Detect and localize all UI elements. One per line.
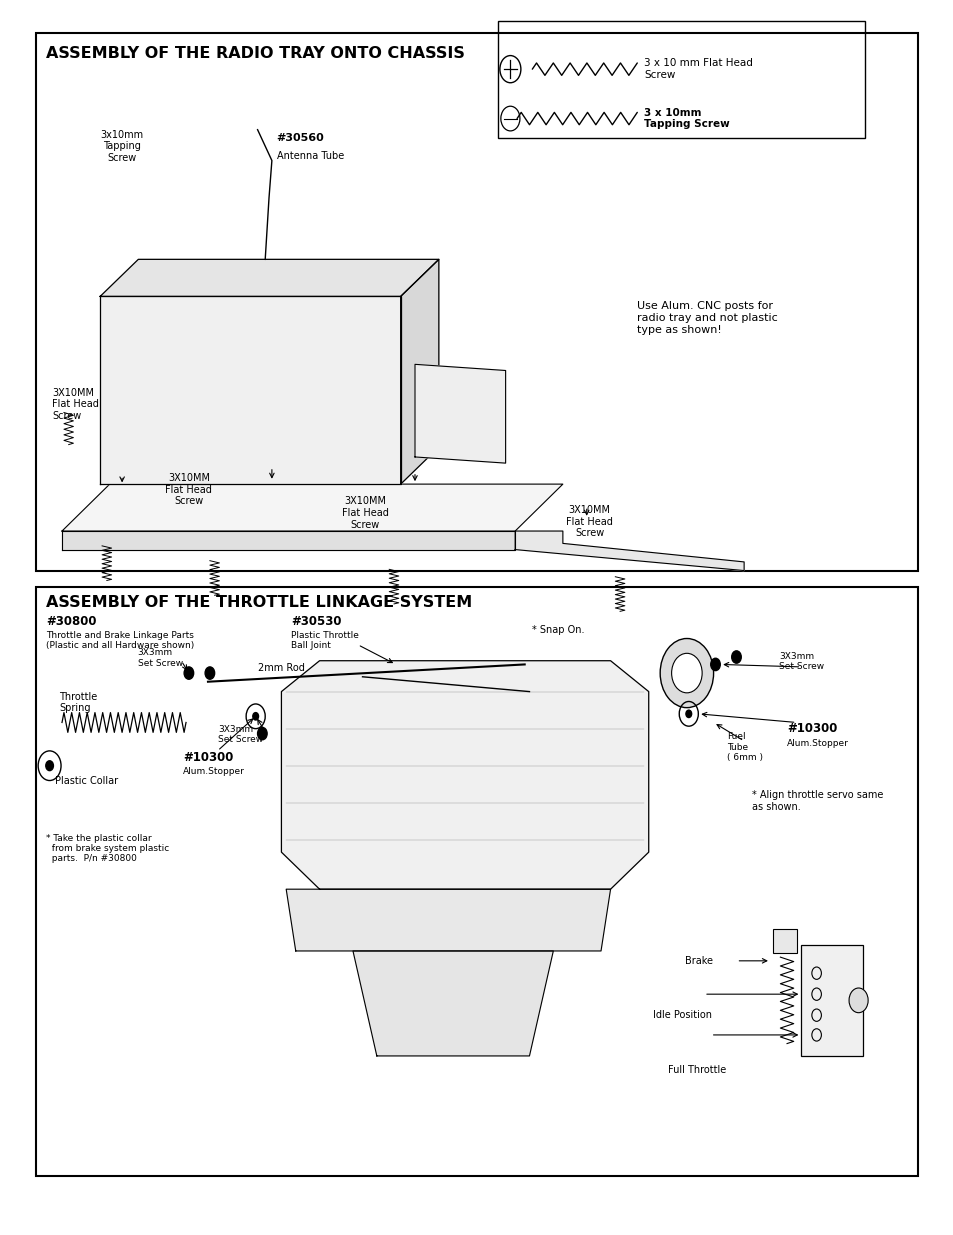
Bar <box>36 33 917 571</box>
Text: 3X10MM
Flat Head
Screw: 3X10MM Flat Head Screw <box>341 496 389 530</box>
Text: 2mm Rod: 2mm Rod <box>257 663 304 673</box>
Circle shape <box>671 653 701 693</box>
Text: Fuel
Tube
( 6mm ): Fuel Tube ( 6mm ) <box>726 732 762 762</box>
Text: #10300: #10300 <box>786 722 837 736</box>
Text: Use Alum. CNC posts for
radio tray and not plastic
type as shown!: Use Alum. CNC posts for radio tray and n… <box>637 301 778 335</box>
Text: 3X3mm
Set Screw: 3X3mm Set Screw <box>217 725 263 745</box>
Text: Brake: Brake <box>684 956 712 966</box>
Text: 3X10MM
Flat Head
Screw: 3X10MM Flat Head Screw <box>52 388 99 421</box>
Text: #30560: #30560 <box>276 133 324 143</box>
Polygon shape <box>100 259 438 296</box>
Text: ASSEMBLY OF THE RADIO TRAY ONTO CHASSIS: ASSEMBLY OF THE RADIO TRAY ONTO CHASSIS <box>46 46 464 61</box>
Bar <box>497 21 864 138</box>
Circle shape <box>46 761 53 771</box>
Polygon shape <box>100 296 400 484</box>
Circle shape <box>731 651 740 663</box>
Circle shape <box>685 710 691 718</box>
Polygon shape <box>353 951 553 1056</box>
Text: 3 x 10 mm Flat Head
Screw: 3 x 10 mm Flat Head Screw <box>643 58 752 80</box>
Text: Antenna Tube: Antenna Tube <box>276 151 343 161</box>
Polygon shape <box>515 531 743 571</box>
Text: * Take the plastic collar
  from brake system plastic
  parts.  P/n #30800: * Take the plastic collar from brake sys… <box>46 834 169 863</box>
Polygon shape <box>286 889 610 951</box>
Text: ASSEMBLY OF THE THROTTLE LINKAGE SYSTEM: ASSEMBLY OF THE THROTTLE LINKAGE SYSTEM <box>46 595 472 610</box>
Text: #10300: #10300 <box>183 751 233 764</box>
Bar <box>801 945 862 1056</box>
Circle shape <box>253 713 258 720</box>
Polygon shape <box>62 484 562 531</box>
Text: 3X3mm
Set Screw: 3X3mm Set Screw <box>778 652 823 672</box>
Text: * Snap On.: * Snap On. <box>532 625 584 635</box>
Bar <box>772 929 796 953</box>
Text: 3X3mm
Set Screw: 3X3mm Set Screw <box>137 648 183 668</box>
Polygon shape <box>400 259 438 484</box>
Text: Alum.Stopper: Alum.Stopper <box>183 767 245 776</box>
Text: #30530: #30530 <box>291 615 341 629</box>
Circle shape <box>205 667 214 679</box>
Text: Throttle
Spring: Throttle Spring <box>59 692 97 713</box>
Circle shape <box>848 988 867 1013</box>
Circle shape <box>710 658 720 671</box>
Text: Full Throttle: Full Throttle <box>667 1065 725 1074</box>
Text: Throttle and Brake Linkage Parts
(Plastic and all Hardware shown): Throttle and Brake Linkage Parts (Plasti… <box>46 631 193 651</box>
Text: Idle Position: Idle Position <box>653 1010 712 1020</box>
Text: Alum.Stopper: Alum.Stopper <box>786 739 848 747</box>
Text: * Align throttle servo same
as shown.: * Align throttle servo same as shown. <box>751 790 882 811</box>
Circle shape <box>659 638 713 708</box>
Polygon shape <box>62 531 515 550</box>
Text: Plastic Collar: Plastic Collar <box>55 776 118 785</box>
Text: 3x10mm
Tapping
Screw: 3x10mm Tapping Screw <box>100 130 144 163</box>
Text: 3X10MM
Flat Head
Screw: 3X10MM Flat Head Screw <box>565 505 613 538</box>
Circle shape <box>257 727 267 740</box>
Polygon shape <box>415 364 505 463</box>
Text: 3 x 10mm
Tapping Screw: 3 x 10mm Tapping Screw <box>643 107 729 130</box>
Text: 3X10MM
Flat Head
Screw: 3X10MM Flat Head Screw <box>165 473 213 506</box>
Text: #30800: #30800 <box>46 615 96 629</box>
Text: Plastic Throttle
Ball Joint: Plastic Throttle Ball Joint <box>291 631 358 651</box>
Bar <box>36 587 917 1176</box>
Polygon shape <box>281 661 648 889</box>
Circle shape <box>184 667 193 679</box>
